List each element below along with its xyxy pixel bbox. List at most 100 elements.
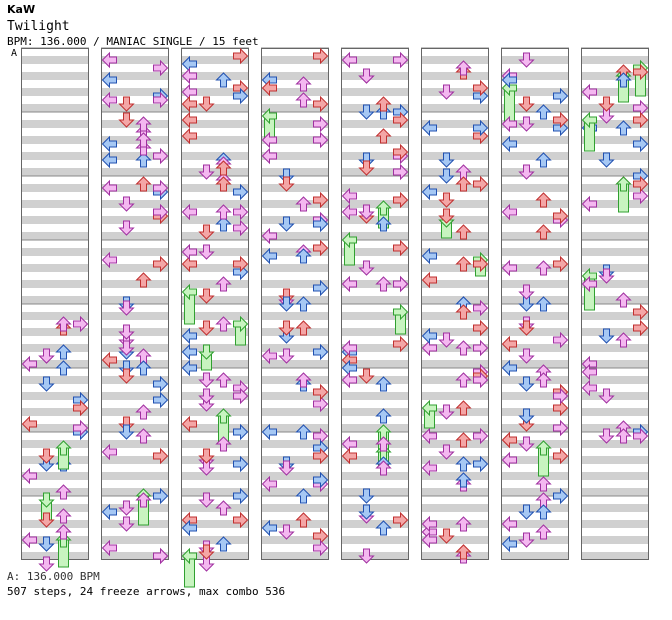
arrow-left-icon bbox=[181, 359, 197, 377]
arrow-right-icon bbox=[233, 487, 249, 505]
arrow-left-icon bbox=[581, 195, 597, 213]
arrow-up-icon bbox=[135, 152, 152, 168]
arrow-right-icon bbox=[393, 303, 409, 321]
arrow-left-icon bbox=[501, 431, 517, 449]
beat-stripe bbox=[341, 232, 409, 240]
beat-stripe bbox=[261, 280, 329, 288]
beat-stripe bbox=[181, 120, 249, 128]
beat-stripe bbox=[421, 120, 489, 128]
beat-stripe bbox=[261, 312, 329, 320]
beat-stripe bbox=[101, 72, 169, 80]
arrow-down-icon bbox=[38, 348, 55, 364]
arrow-right-icon bbox=[393, 163, 409, 181]
arrow-right-icon bbox=[233, 203, 249, 221]
beat-stripe bbox=[341, 488, 409, 496]
beat-stripe bbox=[101, 520, 169, 528]
arrow-left-icon bbox=[501, 515, 517, 533]
arrow-down-icon bbox=[118, 340, 135, 356]
beat-stripe bbox=[581, 424, 649, 432]
arrow-down-icon bbox=[278, 320, 295, 336]
arrow-left-icon bbox=[421, 515, 437, 533]
arrow-down-icon bbox=[118, 196, 135, 212]
beat-stripe bbox=[421, 344, 489, 352]
beat-stripe bbox=[501, 72, 569, 80]
arrow-down-icon bbox=[438, 208, 455, 224]
arrow-left-icon bbox=[181, 415, 197, 433]
arrow-right-icon bbox=[393, 51, 409, 69]
beat-stripe bbox=[341, 360, 409, 368]
beat-stripe bbox=[261, 440, 329, 448]
arrow-right-icon bbox=[153, 203, 169, 221]
beat-stripe bbox=[181, 344, 249, 352]
arrow-down-icon bbox=[518, 348, 535, 364]
beat-stripe bbox=[21, 488, 89, 496]
beat-stripe bbox=[421, 216, 489, 224]
beat-stripe bbox=[181, 248, 249, 256]
beat-stripe bbox=[21, 504, 89, 512]
beat-stripe bbox=[261, 88, 329, 96]
arrow-down-icon bbox=[518, 320, 535, 336]
beat-stripe bbox=[581, 408, 649, 416]
arrow-up-icon bbox=[135, 360, 152, 376]
beat-stripe bbox=[581, 184, 649, 192]
beat-stripe bbox=[501, 344, 569, 352]
arrow-up-icon bbox=[615, 292, 632, 308]
beat-stripe bbox=[581, 200, 649, 208]
beat-stripe bbox=[421, 136, 489, 144]
beat-stripe bbox=[501, 328, 569, 336]
beat-stripe bbox=[421, 88, 489, 96]
beat-stripe bbox=[341, 456, 409, 464]
arrow-down-icon bbox=[198, 388, 215, 404]
beat-stripe bbox=[421, 424, 489, 432]
arrow-right-icon bbox=[473, 427, 489, 445]
beat-stripe bbox=[101, 360, 169, 368]
arrow-up-icon bbox=[295, 424, 312, 440]
beat-stripe bbox=[21, 552, 89, 560]
arrow-left-icon bbox=[261, 247, 277, 265]
arrow-down-icon bbox=[438, 332, 455, 348]
beat-stripe bbox=[341, 536, 409, 544]
arrow-left-icon bbox=[341, 231, 357, 249]
beat-stripe bbox=[501, 472, 569, 480]
beat-stripe bbox=[421, 552, 489, 560]
beat-stripe bbox=[341, 504, 409, 512]
arrow-right-icon bbox=[153, 179, 169, 197]
beat-stripe bbox=[21, 88, 89, 96]
beat-stripe bbox=[421, 280, 489, 288]
beat-stripe bbox=[421, 488, 489, 496]
arrow-left-icon bbox=[261, 519, 277, 537]
arrow-down-icon bbox=[438, 528, 455, 544]
arrow-down-icon bbox=[518, 532, 535, 548]
arrow-right-icon bbox=[313, 539, 329, 557]
arrow-down-icon bbox=[518, 164, 535, 180]
arrow-down-icon bbox=[118, 500, 135, 516]
beat-stripe bbox=[501, 216, 569, 224]
arrow-right-icon bbox=[313, 215, 329, 233]
beat-stripe bbox=[21, 472, 89, 480]
column-border bbox=[101, 48, 169, 560]
arrow-up-icon bbox=[375, 276, 392, 292]
arrow-right-icon bbox=[313, 47, 329, 65]
beat-stripe bbox=[421, 536, 489, 544]
song-title: Twilight bbox=[7, 19, 70, 34]
arrow-left-icon bbox=[421, 271, 437, 289]
beat-stripe bbox=[261, 200, 329, 208]
arrow-left-icon bbox=[341, 51, 357, 69]
arrow-up-icon bbox=[135, 176, 152, 192]
beat-stripe bbox=[181, 488, 249, 496]
arrow-left-icon bbox=[101, 503, 117, 521]
beat-stripe bbox=[421, 440, 489, 448]
beat-stripe bbox=[21, 520, 89, 528]
beat-stripe bbox=[341, 280, 409, 288]
beat-stripe bbox=[181, 504, 249, 512]
beat-stripe bbox=[501, 392, 569, 400]
beat-stripe bbox=[261, 248, 329, 256]
arrow-right-icon bbox=[473, 319, 489, 337]
beat-stripe bbox=[581, 72, 649, 80]
beat-stripe bbox=[181, 552, 249, 560]
beat-stripe bbox=[501, 424, 569, 432]
arrow-left-icon bbox=[341, 339, 357, 357]
arrow-left-icon bbox=[261, 107, 277, 125]
arrow-up-icon bbox=[535, 372, 552, 388]
arrow-up-icon bbox=[615, 176, 632, 192]
